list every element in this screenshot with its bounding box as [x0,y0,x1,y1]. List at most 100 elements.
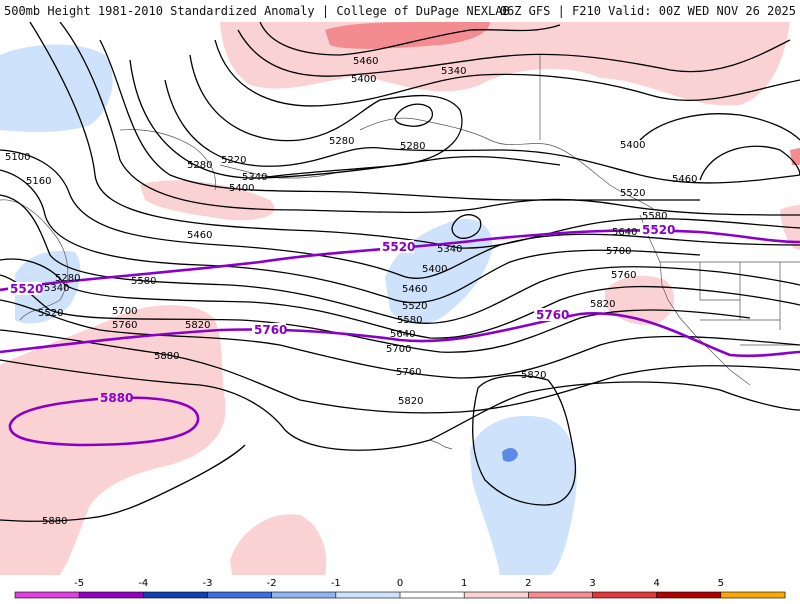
contour-line [0,258,800,339]
colorbar-tick-label: -3 [203,578,213,589]
positive-anomaly-region [140,180,275,221]
contour-line [394,103,434,127]
contour-label: 5400 [351,74,376,85]
contour-label: 5340 [242,172,267,183]
colorbar-tick-label: -2 [267,578,277,589]
contour-label: 5280 [329,136,354,147]
highlight-contours [0,229,800,447]
colorbar-swatch [271,592,337,598]
colorbar-swatch [656,592,722,598]
label-background [252,323,286,336]
colorbar-svg: -5 -4 -3 -2 -1 0 1 2 3 4 5 [14,578,786,599]
contour-label: 5820 [590,299,615,310]
contour-label: 5760 [112,320,137,331]
colorbar-swatch [207,592,273,598]
positive-anomaly-region [0,305,226,575]
colorbar-tick-label: 1 [461,578,467,589]
negative-anomaly-region [470,415,577,575]
contour-label-5520: 5520 [642,223,675,237]
contour-line [0,359,800,451]
contour-line [0,169,701,304]
kamchatka-coastline [119,129,216,191]
contour-label-5520: 5520 [10,282,43,296]
contour-label-5880: 5880 [100,391,133,405]
positive-anomaly-region [790,148,800,165]
contour-label: 5640 [612,227,637,238]
colorbar-swatch [335,592,401,598]
highlight-contour-labels: 5520 5520 5520 5760 5760 5880 [8,223,675,405]
map-header: 500mb Height 1981-2010 Standardized Anom… [0,0,800,22]
contour-line [0,329,800,414]
contour-label: 5820 [398,396,423,407]
contour-line [0,274,751,353]
contour-label: 5460 [672,174,697,185]
label-background [380,240,414,253]
contour-label: 5760 [611,270,636,281]
contour-label: 5340 [44,283,69,294]
contour-label: 5340 [437,244,462,255]
contour-label: 5160 [26,176,51,187]
positive-anomaly-region [230,514,327,575]
colorbar: -5 -4 -3 -2 -1 0 1 2 3 4 5 [0,575,800,600]
contour-line [259,22,561,56]
contour-line [451,214,482,239]
height-contours [0,22,800,522]
label-background [8,282,42,295]
contour-label: 5520 [38,308,63,319]
colorbar-tick-label: -5 [74,578,84,589]
colorbar-swatch [720,592,786,598]
contour-line [214,39,800,107]
label-background [534,308,568,321]
map-title: 500mb Height 1981-2010 Standardized Anom… [4,4,510,18]
colorbar-tick-label: 0 [397,578,403,589]
colorbar-swatch [15,592,80,598]
contour-label: 5580 [131,276,156,287]
contour-label-5520: 5520 [382,240,415,254]
contour-label: 5220 [221,155,246,166]
contour-line [129,59,561,179]
contour-line [0,149,800,279]
colorbar-tick-label: 4 [653,578,659,589]
label-background [98,391,132,404]
contour-label: 5400 [229,183,254,194]
contour-label: 5400 [620,140,645,151]
positive-anomaly-region [220,22,790,106]
contour-line [639,113,800,141]
contour-label: 5760 [396,367,421,378]
contour-line [164,79,800,184]
contour-label: 5280 [187,160,212,171]
contour-label-5760: 5760 [254,323,287,337]
colorbar-tick-label: -1 [331,578,341,589]
contour-line [472,374,577,506]
contour-label: 5460 [353,56,378,67]
label-background [640,223,674,236]
contour-line [0,194,800,324]
strong-positive-anomaly-region [325,22,490,49]
alaska-coastline [359,117,656,211]
contour-label: 5460 [402,284,427,295]
contour-label: 5280 [55,273,80,284]
aleutian-islands [219,164,341,179]
colorbar-tick-label: 3 [589,578,595,589]
colorbar-swatch [400,592,465,598]
contour-label: 5700 [386,344,411,355]
model-run-info: 06Z GFS | F210 Valid: 00Z WED NOV 26 202… [499,4,796,18]
colorbar-swatch [592,592,658,598]
contour-label: 5400 [422,264,447,275]
contour-line [237,29,791,77]
contour-line [29,22,800,249]
map-area: 5460 5400 5340 5280 5280 5220 5280 5100 … [0,22,800,575]
colorbar-tick-label: -4 [138,578,148,589]
contour-line [0,299,800,379]
colorbar-swatch [528,592,593,598]
coastlines [0,55,800,450]
colorbar-swatch [464,592,529,598]
contour-label: 5700 [112,306,137,317]
contour-label-5760: 5760 [536,308,569,322]
negative-anomaly-region [15,250,81,324]
contour-line [0,444,246,522]
hawaii-islands [429,439,453,450]
anomaly-map: 5460 5400 5340 5280 5280 5220 5280 5100 … [0,22,800,575]
contour-label: 5340 [441,66,466,77]
asia-coastline [0,199,69,321]
